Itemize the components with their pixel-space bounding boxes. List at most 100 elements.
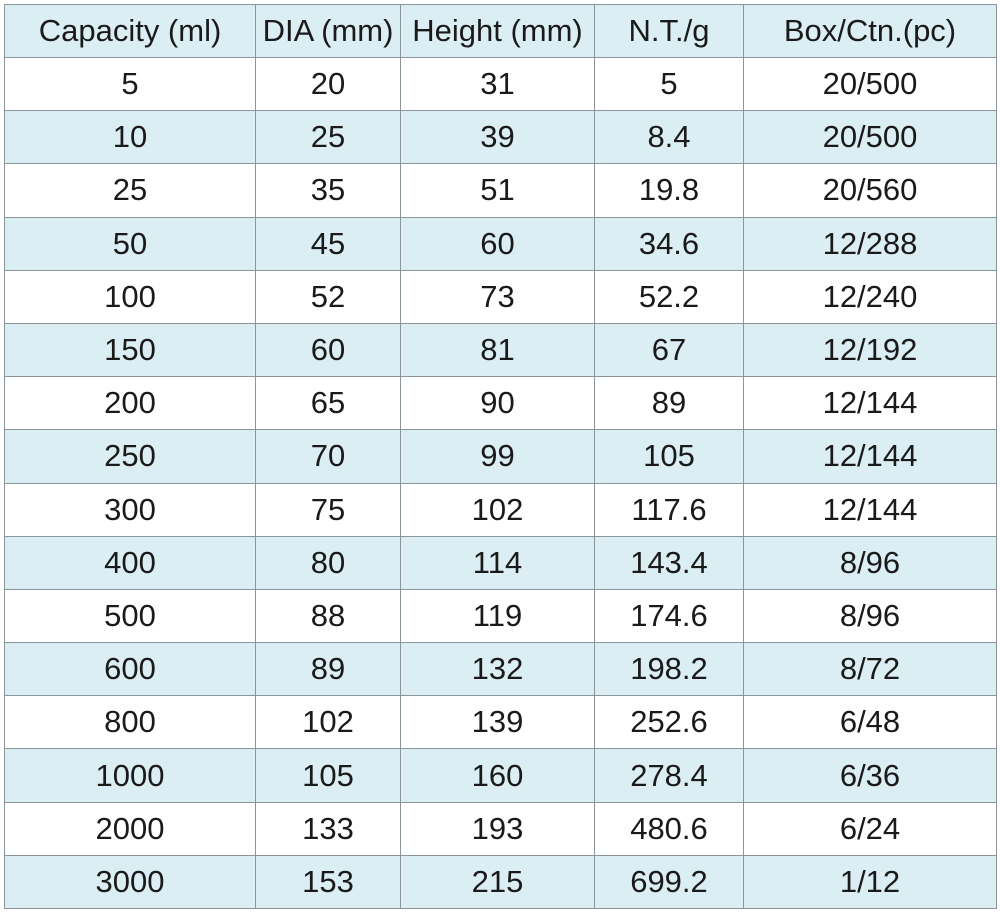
table-cell: 150 [4,322,256,378]
table-row: 600 89 132 198.2 8/72 [4,642,997,697]
table-row: 10 25 39 8.4 20/500 [4,110,997,165]
table-cell: 6/24 [743,801,997,856]
table-row: 1000 105 160 278.4 6/36 [4,748,997,803]
table-cell: 600 [4,642,256,697]
table-cell: 65 [255,376,401,431]
table-cell: 174.6 [594,588,744,644]
table-cell: 117.6 [594,482,744,537]
table-cell: 5 [4,56,256,112]
table-row: 2000 133 193 480.6 6/24 [4,801,997,856]
table-wrap: Capacity (ml) DIA (mm) Height (mm) N.T./g Bo… [4,4,997,910]
table-cell: 12/144 [743,482,997,537]
table-row: 200 65 90 89 12/144 [4,376,997,431]
table-cell: 119 [400,588,595,644]
table-row: 300 75 102 117.6 12/144 [4,482,997,537]
table-cell: 1/12 [743,854,997,910]
table-cell: 89 [255,642,401,697]
table-cell: 105 [594,429,744,484]
header-cell: Height (mm) [400,4,595,58]
table-row: 3000 153 215 699.2 1/12 [4,854,997,910]
table-cell: 105 [255,748,401,803]
table-cell: 10 [4,110,256,165]
table-cell: 60 [255,322,401,378]
table-cell: 60 [400,216,595,271]
table-cell: 133 [255,801,401,856]
table-cell: 89 [594,376,744,431]
table-cell: 52 [255,269,401,324]
table-row: 250 70 99 105 12/144 [4,429,997,484]
table-cell: 39 [400,110,595,165]
spec-table: Capacity (ml) DIA (mm) Height (mm) N.T./g Bo… [4,4,997,910]
table-cell: 6/48 [743,695,997,750]
table-cell: 88 [255,588,401,644]
table-cell: 19.8 [594,163,744,218]
table-cell: 400 [4,535,256,590]
table-cell: 12/192 [743,322,997,378]
table-cell: 500 [4,588,256,644]
table-cell: 8/96 [743,535,997,590]
table-cell: 153 [255,854,401,910]
header-cell: DIA (mm) [255,4,401,58]
table-cell: 8/72 [743,642,997,697]
table-cell: 31 [400,56,595,112]
table-cell: 1000 [4,748,256,803]
table-cell: 12/144 [743,376,997,431]
table-cell: 160 [400,748,595,803]
table-cell: 193 [400,801,595,856]
table-cell: 278.4 [594,748,744,803]
table-cell: 8/96 [743,588,997,644]
table-cell: 215 [400,854,595,910]
table-row: 50 45 60 34.6 12/288 [4,216,997,271]
table-row: 150 60 81 67 12/192 [4,322,997,378]
table-cell: 300 [4,482,256,537]
table-cell: 81 [400,322,595,378]
table-row: 5 20 31 5 20/500 [4,56,997,112]
table-cell: 6/36 [743,748,997,803]
header-cell: N.T./g [594,4,744,58]
table-cell: 198.2 [594,642,744,697]
table-cell: 45 [255,216,401,271]
table-cell: 200 [4,376,256,431]
table-cell: 252.6 [594,695,744,750]
table-row: 100 52 73 52.2 12/240 [4,269,997,324]
table-cell: 12/240 [743,269,997,324]
table-cell: 73 [400,269,595,324]
table-cell: 20 [255,56,401,112]
table-cell: 12/144 [743,429,997,484]
table-cell: 102 [255,695,401,750]
table-cell: 5 [594,56,744,112]
table-row: 25 35 51 19.8 20/560 [4,163,997,218]
header-row: Capacity (ml) DIA (mm) Height (mm) N.T./g Bo… [4,4,997,58]
table-cell: 80 [255,535,401,590]
table-cell: 139 [400,695,595,750]
table-cell: 132 [400,642,595,697]
table-cell: 99 [400,429,595,484]
table-cell: 52.2 [594,269,744,324]
table-cell: 25 [4,163,256,218]
table-cell: 20/560 [743,163,997,218]
table-cell: 699.2 [594,854,744,910]
table-cell: 2000 [4,801,256,856]
table-cell: 12/288 [743,216,997,271]
table-cell: 20/500 [743,56,997,112]
table-cell: 25 [255,110,401,165]
table-cell: 51 [400,163,595,218]
table-cell: 35 [255,163,401,218]
table-cell: 75 [255,482,401,537]
table-row: 800 102 139 252.6 6/48 [4,695,997,750]
table-cell: 20/500 [743,110,997,165]
table-cell: 102 [400,482,595,537]
table-cell: 70 [255,429,401,484]
table-cell: 480.6 [594,801,744,856]
table-cell: 114 [400,535,595,590]
table-row: 400 80 114 143.4 8/96 [4,535,997,590]
table-body: 5 20 31 5 20/500 10 25 39 8.4 20/500 25 35 51 19.8 20/… [4,56,997,910]
table-cell: 8.4 [594,110,744,165]
table-cell: 143.4 [594,535,744,590]
header-cell: Box/Ctn.(pc) [743,4,997,58]
table-cell: 90 [400,376,595,431]
table-row: 500 88 119 174.6 8/96 [4,588,997,644]
table-cell: 3000 [4,854,256,910]
table-cell: 250 [4,429,256,484]
